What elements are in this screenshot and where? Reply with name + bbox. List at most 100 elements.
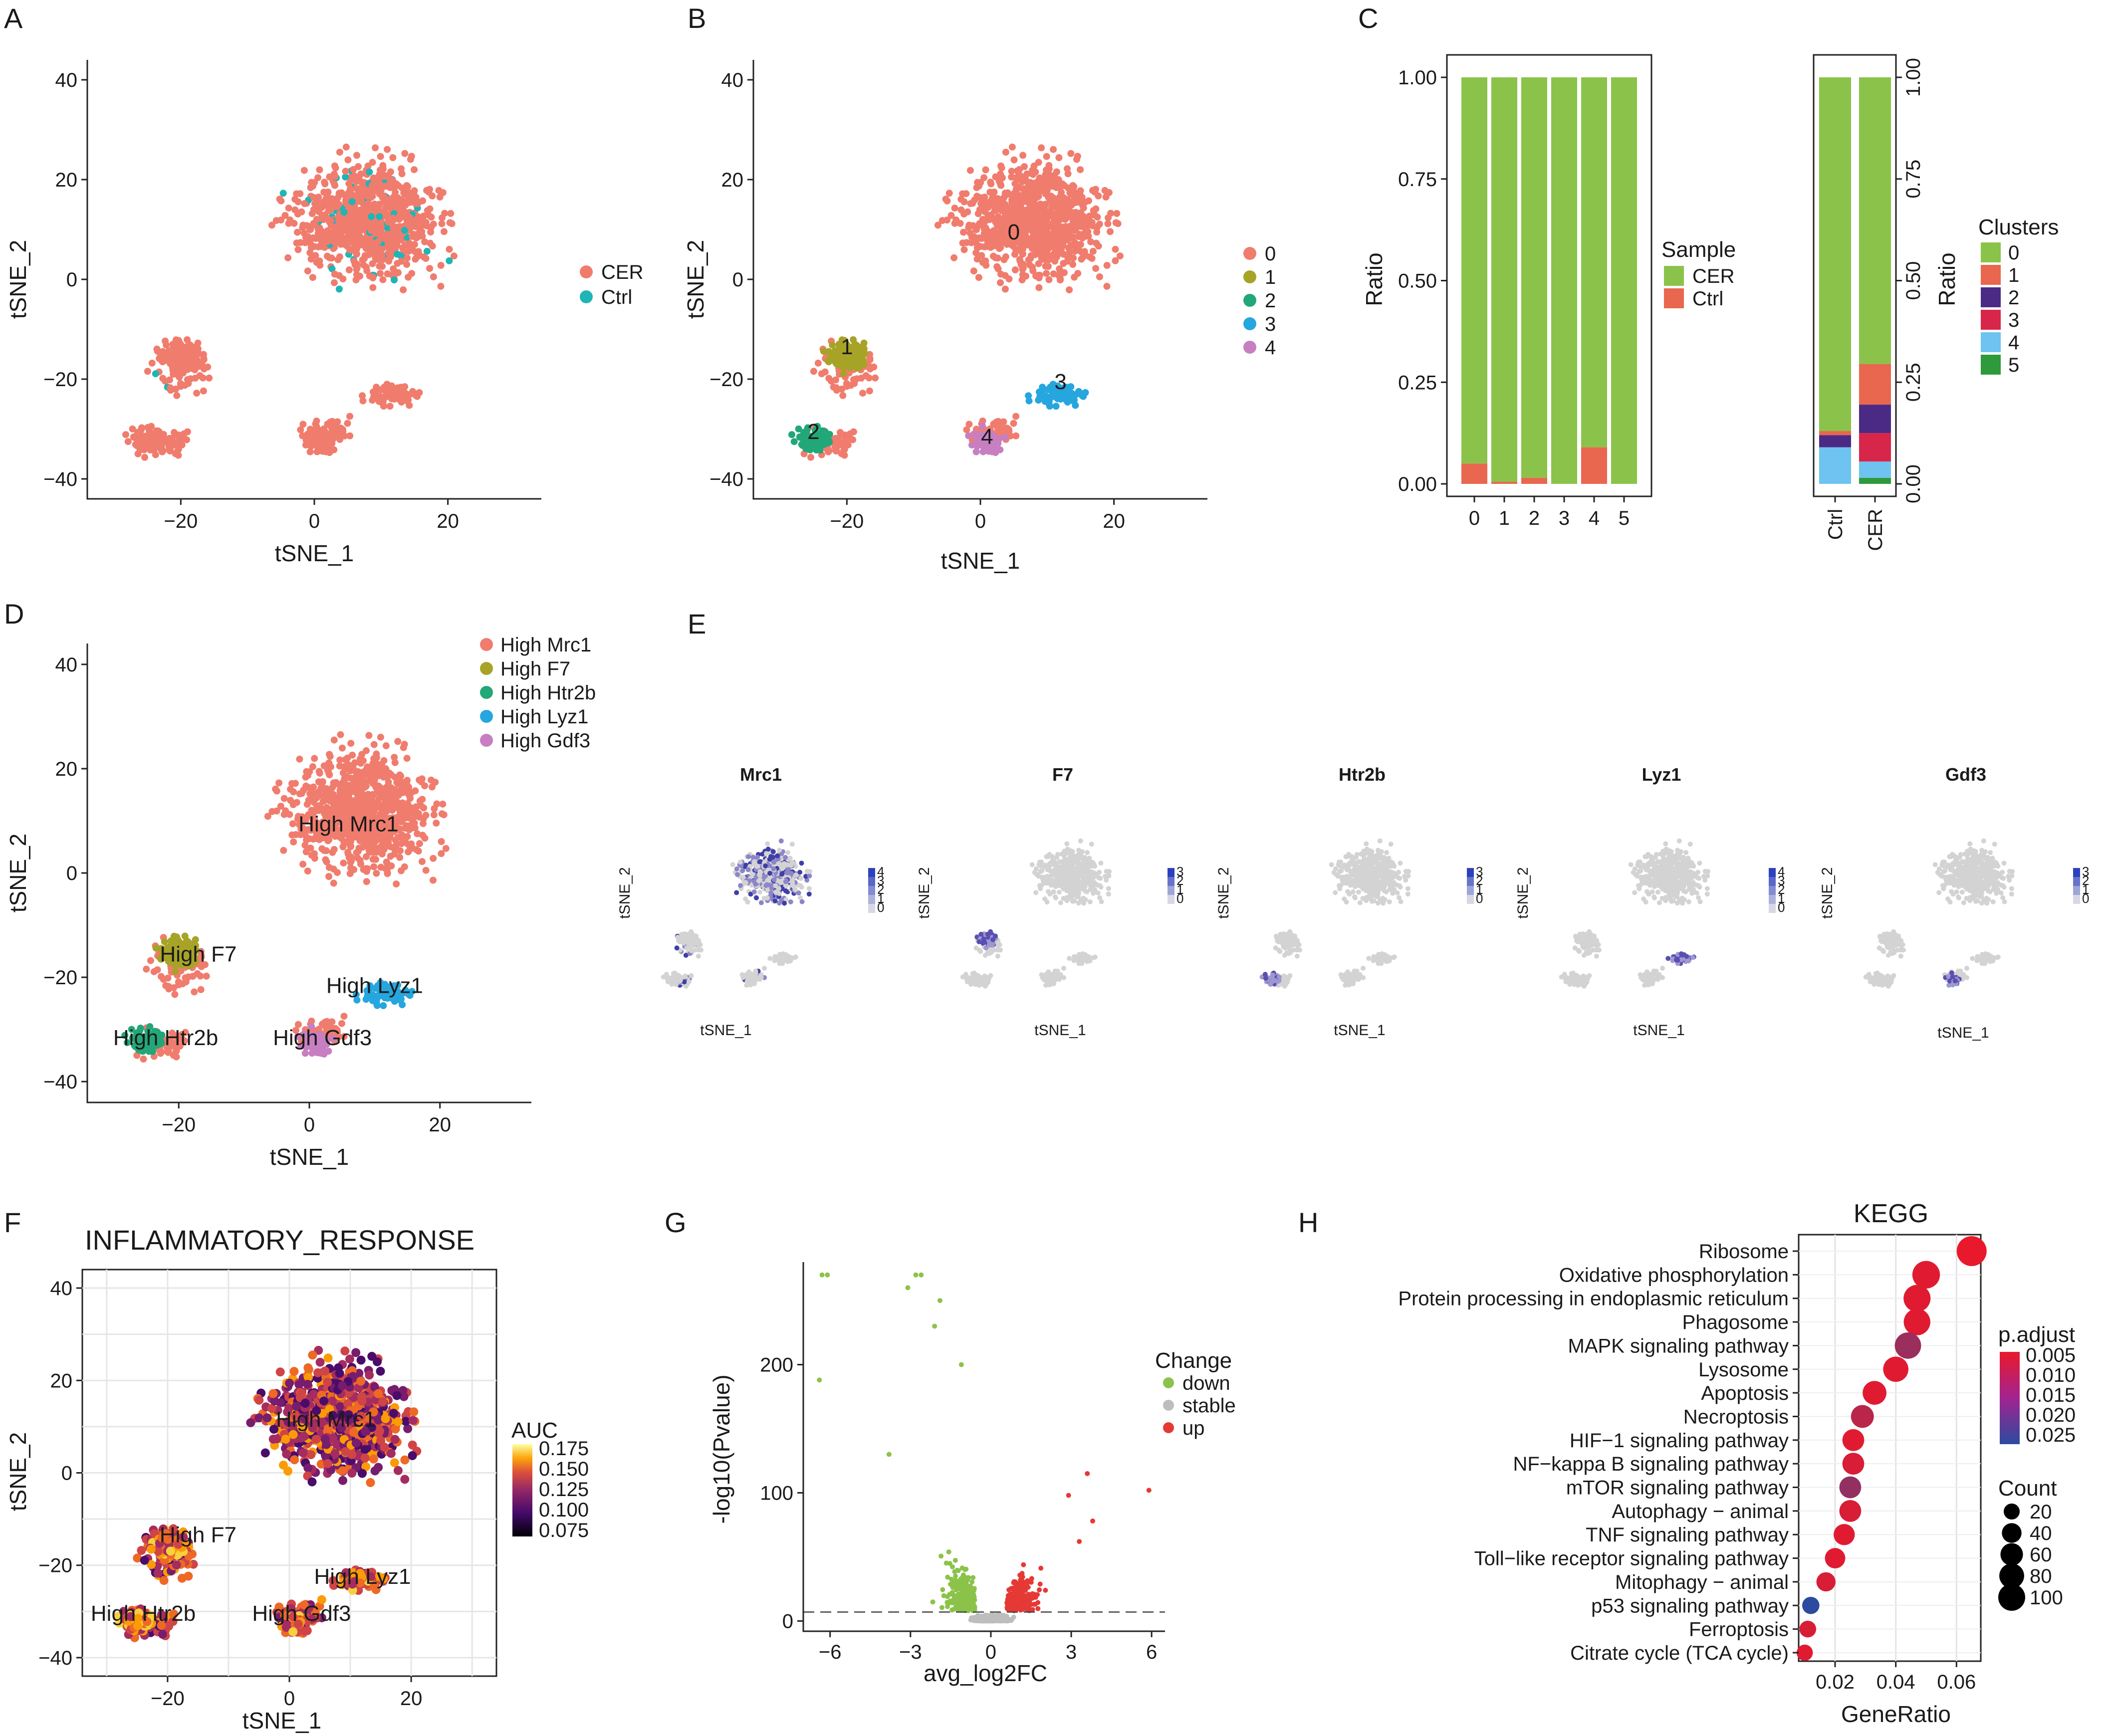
d-cell-point bbox=[438, 810, 446, 818]
d-cell-point bbox=[288, 780, 295, 787]
b-cell-point bbox=[997, 279, 1004, 286]
b-cell-point bbox=[855, 353, 862, 360]
a-cell-point bbox=[386, 403, 394, 410]
d-cell-point bbox=[336, 762, 343, 770]
a-ytick-label: 0 bbox=[66, 269, 77, 291]
b-cell-point bbox=[952, 216, 960, 223]
a-cell-point bbox=[395, 269, 402, 276]
b-ytick-label: 40 bbox=[721, 69, 744, 91]
a-cell-point bbox=[129, 425, 136, 433]
a-cell-point bbox=[407, 224, 414, 232]
d-cell-point bbox=[356, 837, 364, 845]
c1-legend-cer: CER bbox=[1692, 265, 1734, 287]
d-cell-point bbox=[396, 854, 404, 861]
a-cell-point bbox=[327, 217, 335, 224]
d-cell-point bbox=[289, 820, 296, 828]
a-cell-point bbox=[293, 190, 300, 198]
a-cell-point bbox=[327, 446, 335, 454]
d-cell-point bbox=[399, 1001, 406, 1009]
b-legend-key-3 bbox=[1243, 317, 1256, 330]
b-xtick-label: 0 bbox=[975, 510, 986, 532]
b-cell-point bbox=[1008, 143, 1016, 151]
b-cell-point bbox=[981, 234, 988, 241]
b-cell-point bbox=[967, 200, 974, 208]
d-cell-point bbox=[275, 779, 283, 787]
e-cell-point bbox=[743, 880, 748, 885]
a-ytick-label: 40 bbox=[55, 69, 78, 91]
b-cell-point bbox=[993, 217, 1001, 224]
a-cell-point bbox=[380, 403, 387, 410]
b-cell-point bbox=[1047, 232, 1055, 239]
c2-ytick-label: 0.75 bbox=[1902, 160, 1924, 199]
b-xlabel: tSNE_1 bbox=[941, 548, 1020, 574]
b-cell-point bbox=[1069, 261, 1077, 268]
a-cell-point bbox=[372, 144, 379, 152]
b-cell-point bbox=[1067, 226, 1074, 234]
a-cell-point bbox=[327, 236, 334, 244]
b-cell-point bbox=[1112, 257, 1119, 264]
d-cell-point bbox=[203, 972, 210, 980]
e-cell-point bbox=[737, 860, 743, 865]
d-cell-point bbox=[391, 759, 399, 766]
b-cell-point bbox=[982, 261, 990, 269]
a-cell-point bbox=[369, 284, 377, 291]
e-cell-point bbox=[751, 889, 757, 894]
b-cell-point bbox=[1082, 217, 1090, 224]
c2-bar-segment bbox=[1819, 435, 1851, 447]
e-cell-point bbox=[783, 879, 788, 884]
a-cell-point bbox=[385, 257, 393, 265]
a-cell-point bbox=[397, 200, 405, 207]
e-cell-point bbox=[754, 864, 759, 869]
b-cell-point bbox=[950, 254, 958, 261]
e-cell-point bbox=[752, 859, 757, 865]
a-cell-point bbox=[171, 346, 179, 353]
c2-legend-2: 2 bbox=[2008, 287, 2019, 309]
b-cell-point bbox=[1052, 403, 1060, 410]
d-cell-point bbox=[306, 768, 313, 776]
c1-bar-cer bbox=[1581, 77, 1607, 447]
d-cell-point bbox=[433, 800, 441, 808]
b-cell-point bbox=[1028, 245, 1036, 252]
b-cell-point bbox=[1011, 180, 1019, 188]
e-cell-point bbox=[765, 895, 770, 901]
b-ytick-label: 20 bbox=[721, 169, 744, 191]
b-cell-point bbox=[993, 446, 1001, 454]
d-xlabel: tSNE_1 bbox=[270, 1144, 349, 1170]
a-legend-cer: CER bbox=[601, 261, 643, 283]
b-cell-point bbox=[972, 239, 980, 247]
c2-legend-5: 5 bbox=[2008, 354, 2019, 376]
a-cell-point bbox=[311, 221, 319, 228]
d-cell-point bbox=[304, 868, 311, 875]
b-cell-point bbox=[1061, 269, 1068, 276]
a-cell-point bbox=[391, 276, 398, 284]
b-cell-point bbox=[1038, 144, 1045, 152]
d-cell-point bbox=[303, 801, 311, 808]
a-cell-point bbox=[430, 273, 437, 280]
a-cell-point bbox=[437, 282, 445, 290]
d-cell-point bbox=[393, 880, 400, 887]
d-cell-point bbox=[438, 838, 445, 845]
a-cell-point bbox=[389, 215, 397, 222]
b-cell-point bbox=[1067, 150, 1075, 157]
d-cell-point bbox=[179, 980, 186, 988]
a-cell-point bbox=[355, 207, 362, 215]
c2-legend-key-0 bbox=[1981, 242, 2001, 262]
b-cell-point bbox=[1070, 183, 1078, 191]
b-legend-4: 4 bbox=[1265, 337, 1276, 359]
d-cell-point bbox=[422, 867, 430, 874]
a-cell-point bbox=[345, 266, 353, 273]
e-cell-point bbox=[696, 953, 701, 959]
b-legend-3: 3 bbox=[1265, 313, 1276, 335]
b-cell-point bbox=[1091, 212, 1098, 219]
a-cell-point bbox=[306, 249, 314, 256]
a-cell-point bbox=[148, 359, 156, 367]
a-cell-point bbox=[163, 341, 170, 349]
b-cell-point bbox=[1077, 241, 1084, 248]
b-legend-key-2 bbox=[1243, 294, 1256, 307]
d-cell-point bbox=[397, 772, 405, 780]
a-cell-point bbox=[376, 213, 383, 220]
b-cell-point bbox=[1095, 192, 1102, 200]
a-cell-point bbox=[353, 228, 361, 236]
d-cell-point bbox=[299, 861, 307, 868]
